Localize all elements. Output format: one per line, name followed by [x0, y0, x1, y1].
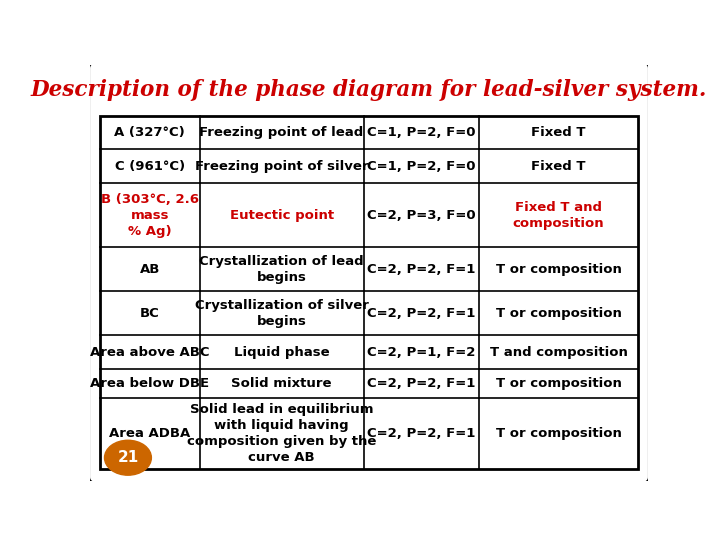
Text: T or composition: T or composition — [495, 307, 621, 320]
FancyBboxPatch shape — [89, 62, 649, 483]
Text: A (327°C): A (327°C) — [114, 126, 185, 139]
Text: Freezing point of silver: Freezing point of silver — [195, 160, 369, 173]
Text: C=2, P=1, F=2: C=2, P=1, F=2 — [367, 346, 476, 359]
Text: T or composition: T or composition — [495, 427, 621, 440]
Text: Solid lead in equilibrium
with liquid having
composition given by the
curve AB: Solid lead in equilibrium with liquid ha… — [187, 403, 377, 464]
Text: AB: AB — [140, 263, 160, 276]
Text: Crystallization of silver
begins: Crystallization of silver begins — [194, 299, 369, 328]
Text: C (961°C): C (961°C) — [114, 160, 185, 173]
Text: C=2, P=2, F=1: C=2, P=2, F=1 — [367, 263, 476, 276]
Text: Solid mixture: Solid mixture — [231, 377, 332, 390]
Text: BC: BC — [140, 307, 160, 320]
Text: T or composition: T or composition — [495, 377, 621, 390]
Text: Fixed T: Fixed T — [531, 160, 586, 173]
Text: Area above ABC: Area above ABC — [90, 346, 210, 359]
Text: Fixed T: Fixed T — [531, 126, 586, 139]
Text: Freezing point of lead: Freezing point of lead — [199, 126, 364, 139]
Text: C=1, P=2, F=0: C=1, P=2, F=0 — [367, 126, 476, 139]
Text: Crystallization of lead
begins: Crystallization of lead begins — [199, 255, 364, 284]
Text: Description of the phase diagram for lead-silver system.: Description of the phase diagram for lea… — [31, 79, 707, 102]
Text: Area ADBA: Area ADBA — [109, 427, 190, 440]
Text: Area below DBE: Area below DBE — [90, 377, 210, 390]
Text: 21: 21 — [117, 450, 138, 465]
Text: C=2, P=2, F=1: C=2, P=2, F=1 — [367, 427, 476, 440]
Circle shape — [104, 440, 151, 475]
Text: C=2, P=2, F=1: C=2, P=2, F=1 — [367, 377, 476, 390]
Text: T and composition: T and composition — [490, 346, 628, 359]
Text: Fixed T and
composition: Fixed T and composition — [513, 201, 604, 230]
Text: C=2, P=3, F=0: C=2, P=3, F=0 — [367, 209, 476, 222]
Text: T or composition: T or composition — [495, 263, 621, 276]
Text: C=1, P=2, F=0: C=1, P=2, F=0 — [367, 160, 476, 173]
Text: B (303°C, 2.6
mass
% Ag): B (303°C, 2.6 mass % Ag) — [101, 193, 199, 238]
Text: C=2, P=2, F=1: C=2, P=2, F=1 — [367, 307, 476, 320]
Bar — [100, 116, 638, 469]
Text: Eutectic point: Eutectic point — [230, 209, 333, 222]
Text: Liquid phase: Liquid phase — [234, 346, 330, 359]
